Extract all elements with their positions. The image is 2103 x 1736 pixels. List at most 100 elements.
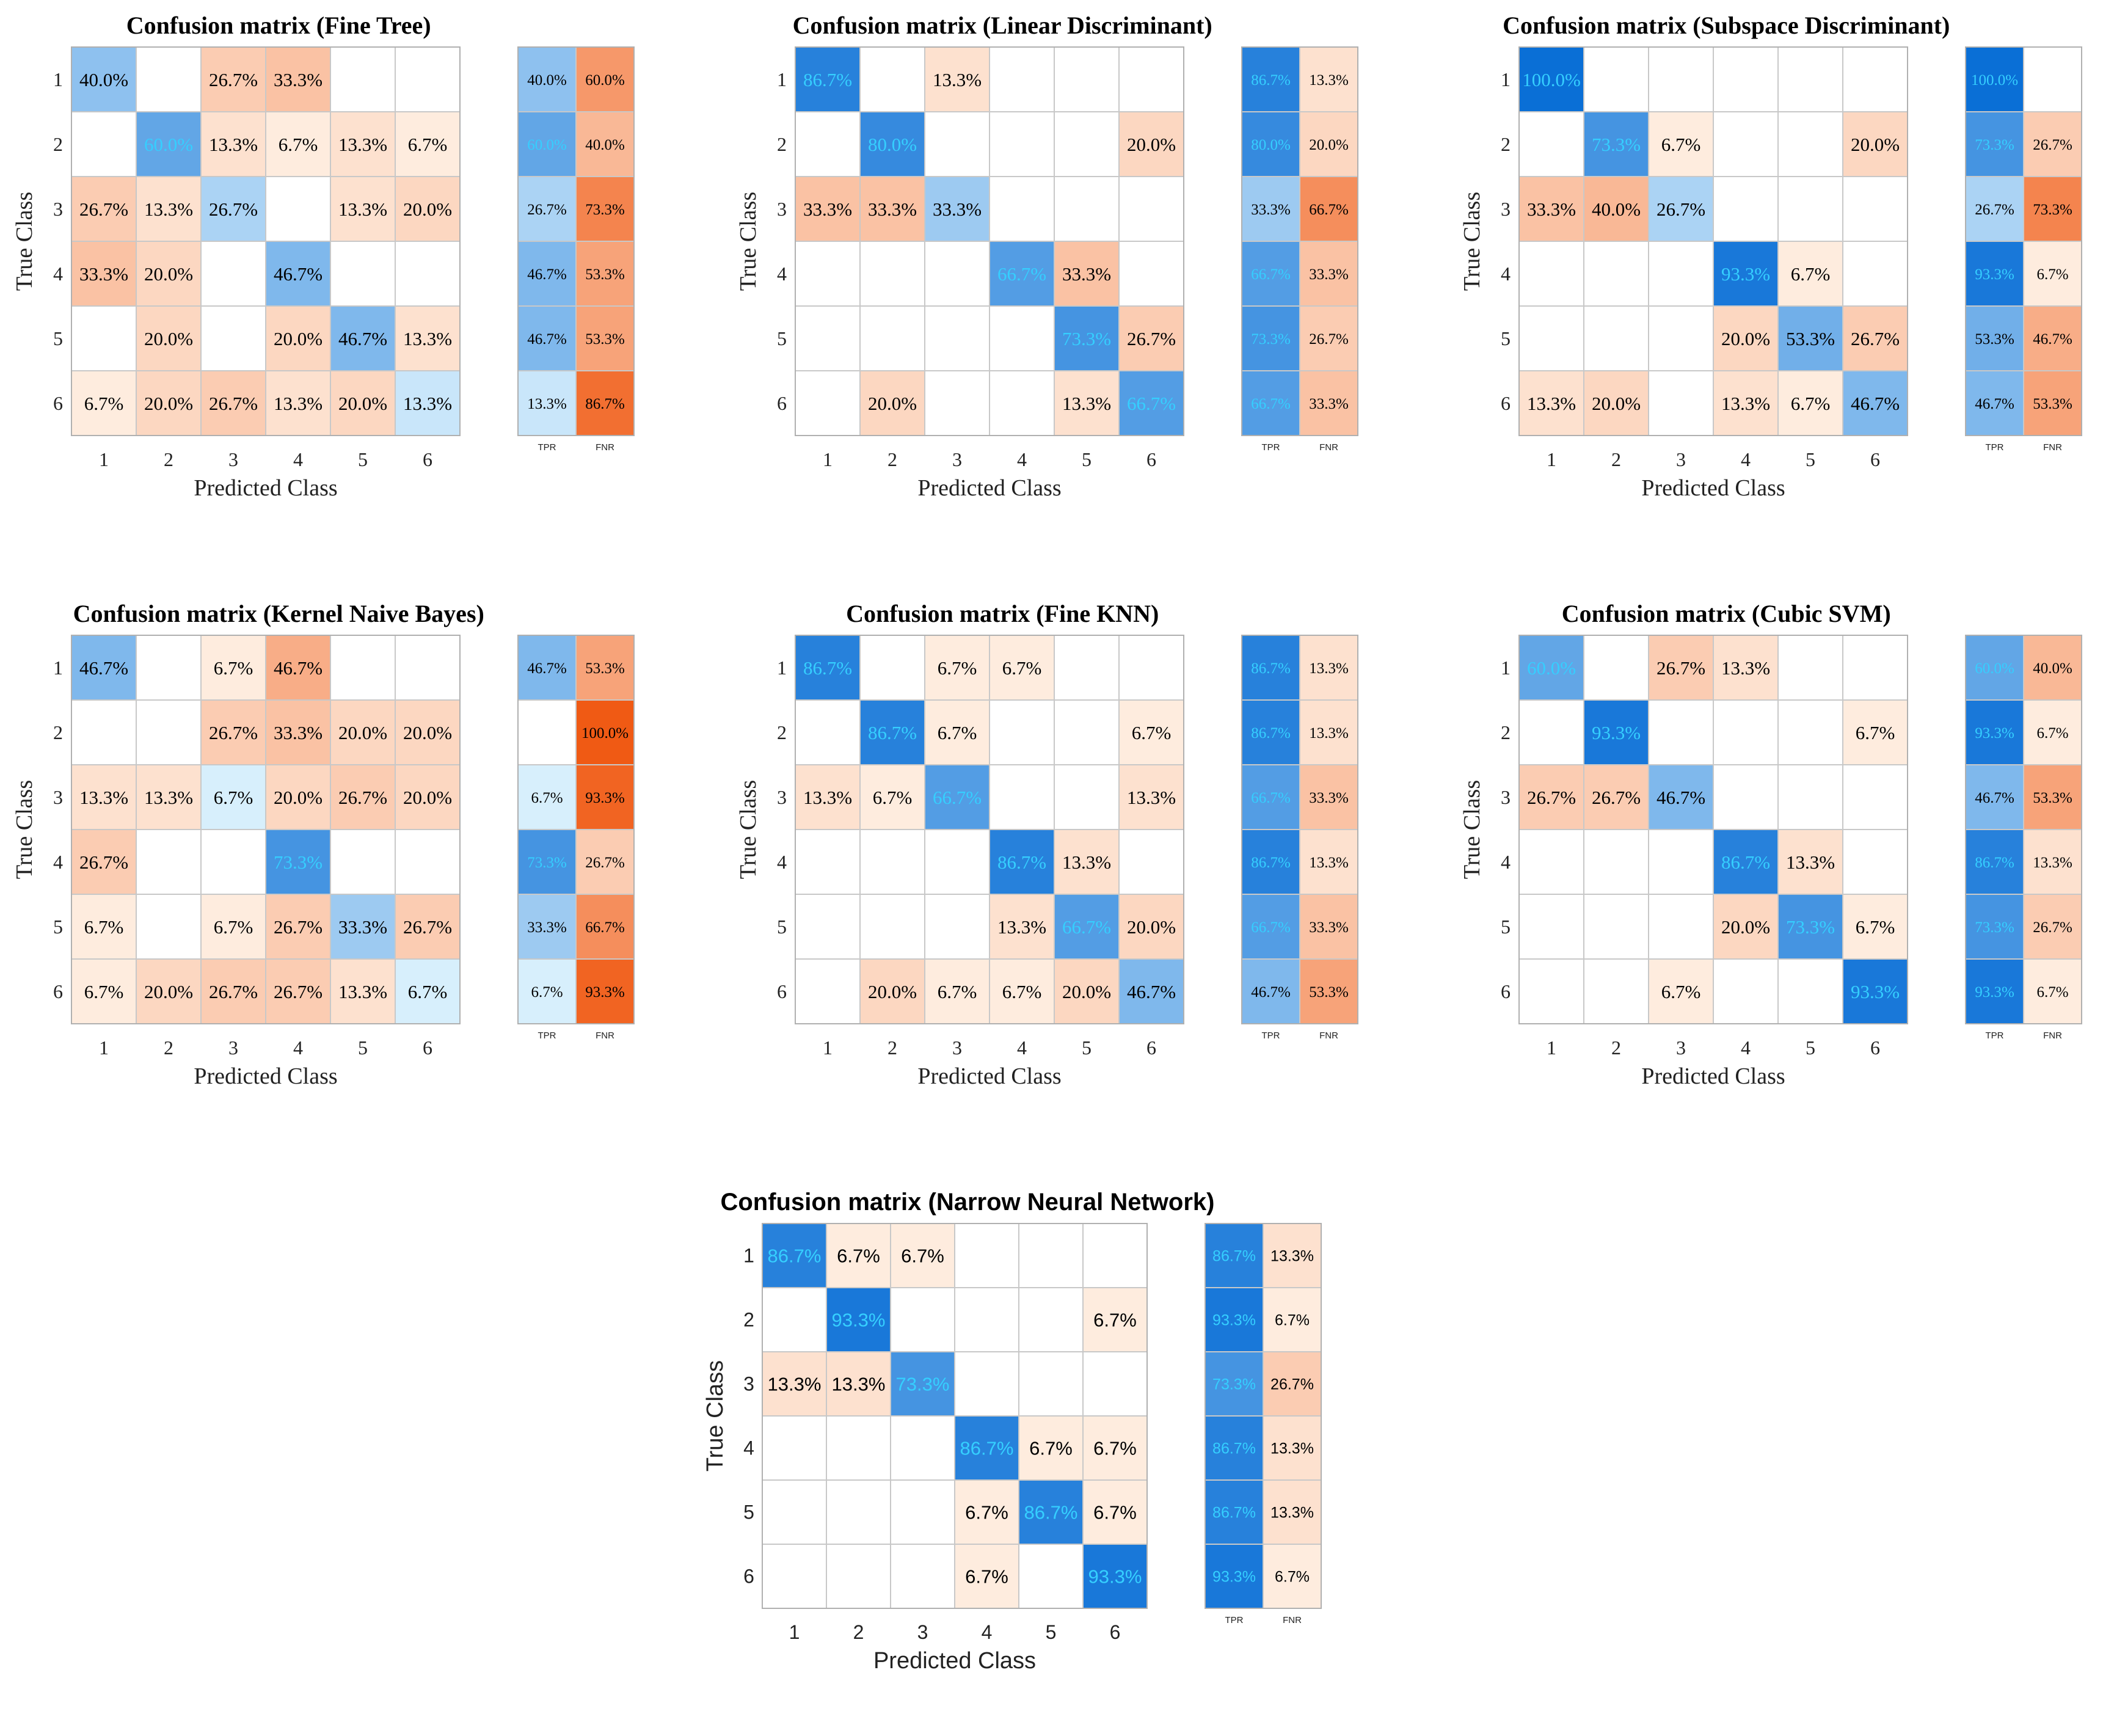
matrix-cell-error bbox=[1648, 699, 1714, 765]
matrix-cell-error bbox=[795, 111, 861, 177]
row-tick-label: 5 bbox=[53, 327, 63, 349]
cell-value: 86.7% bbox=[803, 69, 852, 90]
column-tick-label: 2 bbox=[887, 1037, 897, 1059]
matrix-cell-error bbox=[989, 46, 1055, 112]
matrix-cell-error bbox=[1054, 111, 1120, 177]
row-tick-label: 2 bbox=[53, 721, 63, 743]
matrix-cell-error bbox=[890, 1479, 955, 1545]
x-axis-label: Predicted Class bbox=[194, 475, 337, 501]
cell-value: 26.7% bbox=[1527, 787, 1576, 808]
matrix-cell-correct bbox=[989, 241, 1055, 307]
matrix-cell-error bbox=[1777, 829, 1843, 895]
tpr-value: 46.7% bbox=[1975, 790, 2014, 806]
fnr-cell bbox=[2023, 958, 2082, 1024]
matrix-cell-error bbox=[859, 894, 925, 960]
matrix-cell-error bbox=[1118, 176, 1184, 242]
cell-value: 73.3% bbox=[1592, 134, 1641, 155]
cell-value: 6.7% bbox=[84, 916, 124, 938]
summary-border bbox=[517, 635, 635, 1024]
row-tick-label: 5 bbox=[777, 916, 787, 938]
tpr-value: 53.3% bbox=[1975, 331, 2014, 348]
cell-value: 13.3% bbox=[933, 69, 982, 90]
row-tick-label: 1 bbox=[1501, 657, 1511, 679]
tpr-value: 93.3% bbox=[1212, 1569, 1256, 1586]
tpr-cell bbox=[1241, 829, 1300, 895]
matrix-cell-error bbox=[1118, 764, 1184, 830]
matrix-cell-error bbox=[330, 635, 396, 701]
column-tick-label: 4 bbox=[1741, 448, 1751, 470]
row-tick-label: 2 bbox=[743, 1309, 754, 1331]
tpr-value: 66.7% bbox=[1251, 396, 1291, 412]
column-tick-label: 3 bbox=[1676, 448, 1686, 470]
matrix-cell-error bbox=[1518, 894, 1584, 960]
cell-value: 93.3% bbox=[1592, 722, 1641, 743]
panel-title: Confusion matrix (Fine Tree) bbox=[126, 12, 431, 39]
matrix-border bbox=[71, 46, 461, 436]
matrix-cell-error bbox=[826, 1544, 891, 1609]
tpr-cell bbox=[1205, 1479, 1264, 1545]
matrix-cell-error bbox=[1018, 1287, 1084, 1352]
cell-value: 20.0% bbox=[1721, 328, 1770, 349]
tpr-value: 60.0% bbox=[527, 137, 567, 153]
fnr-cell bbox=[1299, 958, 1358, 1024]
row-tick-label: 5 bbox=[1501, 916, 1511, 938]
matrix-cell-error bbox=[136, 894, 202, 960]
column-tick-label: 6 bbox=[1110, 1621, 1121, 1643]
fnr-cell bbox=[575, 829, 635, 895]
tpr-cell bbox=[1965, 958, 2024, 1024]
fnr-value: 13.3% bbox=[1270, 1248, 1314, 1265]
matrix-cell-error bbox=[890, 1415, 955, 1481]
matrix-cell-error bbox=[1583, 894, 1649, 960]
tpr-value: 26.7% bbox=[527, 202, 567, 218]
cell-value: 53.3% bbox=[1786, 328, 1835, 349]
fnr-cell bbox=[1299, 241, 1358, 307]
matrix-cell-error bbox=[1118, 894, 1184, 960]
matrix-cell-error bbox=[890, 1223, 955, 1288]
cell-value: 13.3% bbox=[338, 981, 387, 1002]
matrix-cell-error bbox=[1777, 764, 1843, 830]
cell-value: 6.7% bbox=[1661, 134, 1701, 155]
panel-title: Confusion matrix (Linear Discriminant) bbox=[793, 12, 1212, 39]
cell-value: 6.7% bbox=[279, 134, 318, 155]
matrix-cell-error bbox=[265, 764, 331, 830]
column-tick-label: 5 bbox=[1806, 448, 1815, 470]
matrix-border bbox=[1518, 635, 1908, 1024]
tpr-cell bbox=[1241, 241, 1300, 307]
matrix-cell-error bbox=[890, 1544, 955, 1609]
matrix-cell-error bbox=[1777, 46, 1843, 112]
confusion-matrix-panel: Confusion matrix (Subspace Discriminant)… bbox=[1459, 12, 2082, 501]
confusion-matrix-panel: Confusion matrix (Kernel Naive Bayes)46.… bbox=[12, 600, 635, 1089]
fnr-value: 26.7% bbox=[585, 855, 625, 871]
cell-value: 66.7% bbox=[997, 263, 1046, 285]
y-axis-label: True Class bbox=[1459, 192, 1485, 291]
row-tick-label: 4 bbox=[53, 851, 63, 873]
row-tick-label: 5 bbox=[743, 1501, 754, 1523]
matrix-cell-error bbox=[71, 241, 137, 307]
matrix-cell-error bbox=[330, 699, 396, 765]
matrix-cell-error bbox=[1648, 958, 1714, 1024]
fnr-cell bbox=[1263, 1415, 1322, 1481]
cell-value: 26.7% bbox=[79, 852, 128, 873]
matrix-cell-error bbox=[1648, 46, 1714, 112]
tpr-value: 93.3% bbox=[1975, 725, 2014, 742]
cell-value: 20.0% bbox=[144, 981, 193, 1002]
matrix-cell-error bbox=[762, 1544, 827, 1609]
matrix-cell-error bbox=[1583, 241, 1649, 307]
matrix-cell-error bbox=[71, 829, 137, 895]
cell-value: 60.0% bbox=[144, 134, 193, 155]
matrix-cell-error bbox=[265, 176, 331, 242]
fnr-cell bbox=[2023, 699, 2082, 765]
row-tick-label: 1 bbox=[1501, 68, 1511, 90]
tpr-cell bbox=[1241, 699, 1300, 765]
tpr-header: TPR bbox=[538, 1030, 556, 1041]
column-tick-label: 1 bbox=[99, 448, 109, 470]
tpr-value: 33.3% bbox=[527, 919, 567, 936]
row-tick-label: 4 bbox=[777, 851, 787, 873]
column-tick-label: 4 bbox=[1741, 1037, 1751, 1059]
fnr-value: 13.3% bbox=[1309, 72, 1349, 89]
cell-value: 13.3% bbox=[79, 787, 128, 808]
fnr-value: 46.7% bbox=[2033, 331, 2072, 348]
cell-value: 6.7% bbox=[1002, 657, 1042, 679]
tpr-value: 73.3% bbox=[1251, 331, 1291, 348]
matrix-cell-error bbox=[330, 46, 396, 112]
